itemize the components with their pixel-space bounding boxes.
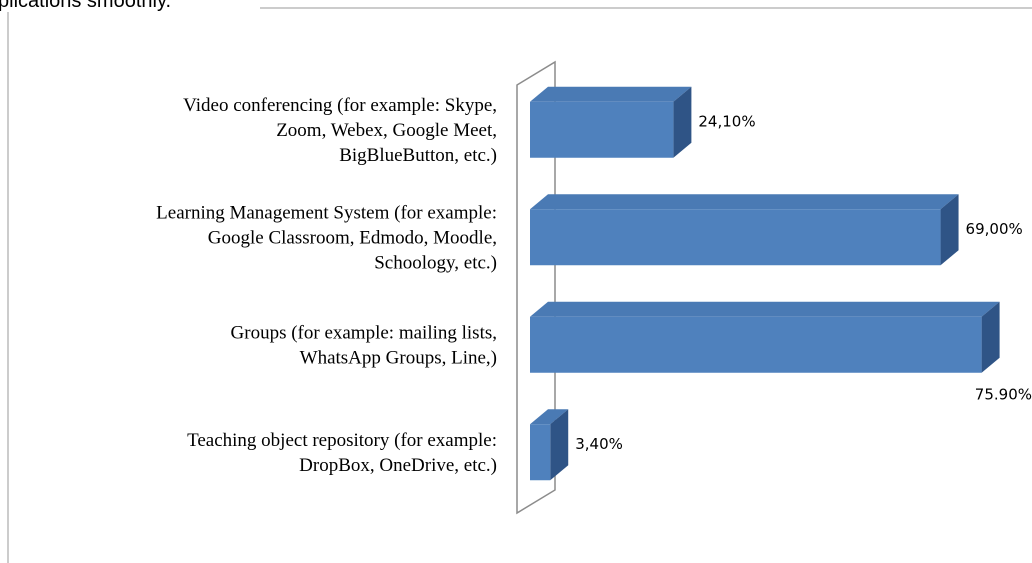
value-label: 3,40% <box>575 435 623 453</box>
bar <box>530 101 674 158</box>
bar-side <box>940 194 959 266</box>
bar-side <box>673 86 692 158</box>
value-label: 75.90% <box>975 385 1032 403</box>
bar-side <box>550 409 569 481</box>
value-label: 24,10% <box>698 112 755 130</box>
category-label: DropBox, OneDrive, etc.) <box>299 455 497 476</box>
category-label: Google Classroom, Edmodo, Moodle, <box>208 227 497 248</box>
category-label: Video conferencing (for example: Skype, <box>183 95 497 116</box>
category-label: Schoology, etc.) <box>374 252 497 273</box>
bar-top <box>530 301 1000 317</box>
bar-top <box>530 86 692 102</box>
category-label: Teaching object repository (for example: <box>187 430 497 451</box>
bar <box>530 424 551 481</box>
caption-backdrop <box>0 0 260 12</box>
bar <box>530 209 941 266</box>
caption: plications smoothly. <box>0 0 171 12</box>
back-wall <box>516 60 556 515</box>
value-label: 69,00% <box>966 220 1023 238</box>
bar-side <box>981 301 1000 373</box>
category-label: WhatsApp Groups, Line,) <box>300 347 497 368</box>
category-label: Learning Management System (for example: <box>156 202 497 223</box>
bar <box>530 316 982 373</box>
chart-frame <box>7 7 1032 563</box>
bar-top <box>530 194 959 210</box>
category-label: BigBlueButton, etc.) <box>339 145 497 166</box>
category-label: Groups (for example: mailing lists, <box>231 322 497 343</box>
bar-top <box>530 409 569 425</box>
category-label: Zoom, Webex, Google Meet, <box>276 120 497 141</box>
